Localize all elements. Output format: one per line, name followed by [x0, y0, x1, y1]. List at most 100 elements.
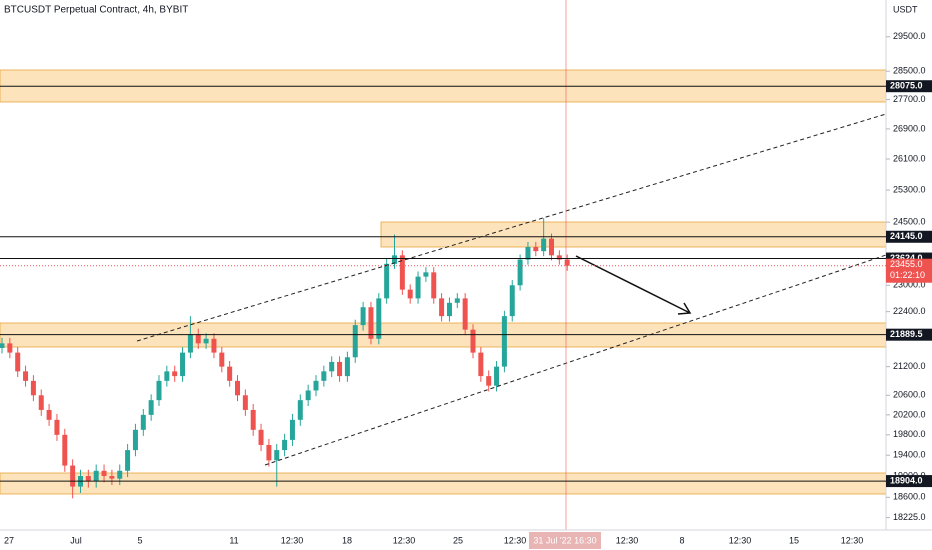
- candle-body: [38, 395, 44, 410]
- level-label: 18904.0: [890, 475, 923, 485]
- zone: [380, 221, 887, 248]
- candle-body: [46, 409, 52, 420]
- candle-body: [423, 272, 429, 277]
- candle-body: [549, 238, 554, 256]
- candle-body: [85, 476, 91, 482]
- x-tick-label: 27: [4, 535, 14, 545]
- candle-body: [337, 361, 343, 377]
- candle-body: [384, 263, 390, 299]
- level-label: 24145.0: [890, 231, 923, 241]
- candle-body: [564, 259, 570, 266]
- candle-body: [109, 476, 115, 479]
- candle-body: [344, 357, 350, 377]
- x-tick-label: 8: [679, 535, 684, 545]
- level-tag: [886, 475, 932, 488]
- x-tick-label: 12:30: [841, 535, 864, 545]
- candle-body: [117, 470, 123, 479]
- y-tick-label: 24500.0: [893, 217, 926, 227]
- x-tick-label: 12:30: [616, 535, 639, 545]
- candle-body: [415, 276, 421, 299]
- candle-body: [274, 450, 280, 461]
- y-tick-label: 22400.0: [893, 306, 926, 316]
- candle-body: [227, 366, 233, 381]
- level-label: 23624.0: [890, 253, 923, 263]
- candle-body: [454, 298, 460, 303]
- candle-body: [439, 298, 445, 317]
- candle-body: [54, 419, 60, 435]
- y-tick-label: 25300.0: [893, 184, 926, 194]
- candle-body: [556, 255, 562, 260]
- candle-body: [140, 414, 146, 430]
- crosshair-label: 31 Jul '22 16:30: [533, 535, 596, 545]
- candle-body: [219, 352, 225, 367]
- y-tick-label: 18225.0: [893, 512, 926, 522]
- x-tick-label: 5: [137, 535, 142, 545]
- candle-body: [368, 307, 374, 339]
- candle-body: [478, 352, 484, 377]
- x-tick-label: 12:30: [504, 535, 527, 545]
- crosshair-tag: [529, 532, 601, 549]
- candle-body: [164, 371, 170, 381]
- y-tick-label: 28500.0: [893, 66, 926, 76]
- x-tick-label: 12:30: [281, 535, 304, 545]
- candle-body: [15, 352, 21, 372]
- candle-body: [203, 338, 209, 344]
- candle-body: [195, 334, 201, 344]
- countdown: 01:22:10: [890, 270, 925, 280]
- y-tick-label: 29500.0: [893, 31, 926, 41]
- candle-body: [305, 390, 311, 401]
- candle-body: [235, 380, 240, 396]
- y-tick-label: 19400.0: [893, 450, 926, 460]
- candle-body: [470, 329, 476, 353]
- y-tick-label: 18600.0: [893, 492, 926, 502]
- candle-body: [93, 470, 99, 482]
- candle-body: [187, 334, 193, 353]
- level-label: 21889.5: [890, 329, 923, 339]
- x-tick-label: 18: [342, 535, 352, 545]
- x-tick-label: Jul: [70, 535, 82, 545]
- candle-body: [525, 246, 531, 260]
- candle-body: [321, 371, 327, 381]
- y-tick-label: 26100.0: [893, 153, 926, 163]
- candle-body: [360, 307, 366, 326]
- candle-body: [407, 289, 413, 299]
- candle-body: [392, 255, 397, 264]
- level-label: 28075.0: [890, 81, 923, 91]
- chart-title: BTCUSDT Perpetual Contract, 4h, BYBIT: [4, 5, 188, 16]
- candle-body: [30, 380, 36, 396]
- candle-body: [486, 376, 492, 386]
- candle-body: [399, 255, 405, 290]
- candle-body: [297, 400, 303, 420]
- candle-body: [250, 409, 256, 430]
- y-tick-label: 19800.0: [893, 429, 926, 439]
- y-tick-label: 23000.0: [893, 280, 926, 290]
- candle-body: [0, 343, 5, 348]
- candle-body: [313, 380, 319, 391]
- candle-body: [62, 434, 68, 466]
- level-tag: [886, 230, 932, 243]
- candle-body: [172, 371, 178, 377]
- candle-body: [509, 285, 515, 317]
- y-tick-label: 20600.0: [893, 390, 926, 400]
- candle-body: [352, 325, 358, 358]
- y-tick-label: 20200.0: [893, 409, 926, 419]
- candle-body: [282, 439, 288, 451]
- candles: [0, 218, 570, 499]
- level-tag: [886, 328, 932, 341]
- candle-body: [258, 429, 264, 445]
- candle-body: [517, 259, 523, 286]
- candle-body: [132, 429, 138, 451]
- level-tag: [886, 80, 932, 93]
- candle-body: [431, 272, 437, 299]
- y-tick-label: 21200.0: [893, 361, 926, 371]
- candle-body: [289, 419, 295, 440]
- candle-body: [156, 380, 162, 401]
- currency: USDT: [893, 4, 918, 14]
- x-tick-label: 12:30: [729, 535, 752, 545]
- x-tick-label: 25: [453, 535, 463, 545]
- candle-body: [462, 298, 468, 330]
- x-tick-label: 12:30: [393, 535, 416, 545]
- channel-top: [136, 113, 887, 342]
- candle-body: [541, 238, 547, 252]
